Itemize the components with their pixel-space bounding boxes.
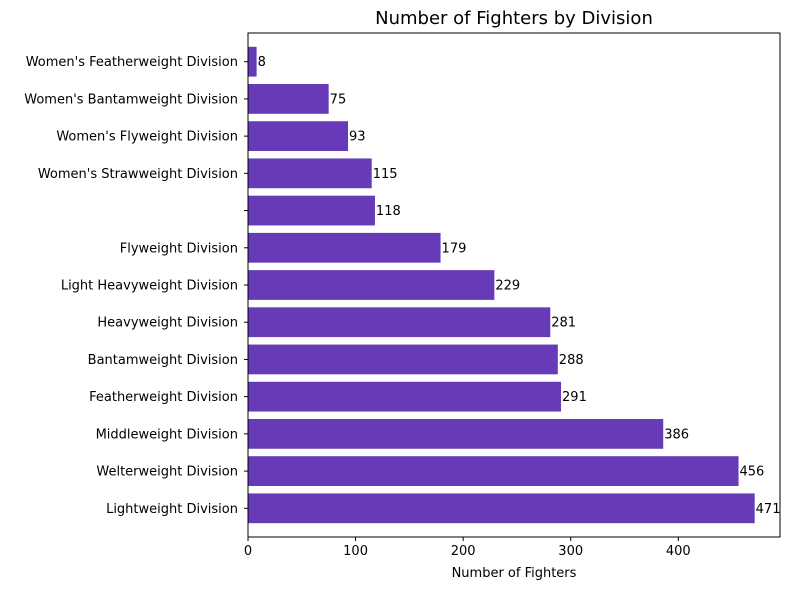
bar — [248, 307, 551, 338]
x-tick-label: 100 — [343, 544, 368, 559]
x-axis: 0 100 200 300 400 — [244, 537, 691, 559]
bars-group — [248, 46, 755, 524]
bar — [248, 456, 739, 486]
y-tick-label: Lightweight Division — [106, 502, 238, 517]
y-tick-label: Featherweight Division — [89, 390, 238, 405]
data-label: 179 — [442, 241, 467, 256]
bar — [248, 195, 375, 226]
data-label: 456 — [740, 465, 765, 480]
bar — [248, 418, 664, 449]
bar — [248, 270, 495, 300]
data-label: 8 — [258, 55, 266, 70]
y-tick-label: Welterweight Division — [96, 465, 238, 480]
data-label: 115 — [373, 167, 398, 182]
data-label: 386 — [664, 427, 689, 442]
data-label: 75 — [330, 92, 347, 107]
data-label: 229 — [495, 279, 520, 294]
y-tick-label: Women's Bantamweight Division — [24, 92, 238, 107]
bar — [248, 46, 257, 77]
data-label: 471 — [756, 502, 781, 517]
x-tick-label: 200 — [451, 544, 476, 559]
data-labels-group: 471 456 386 291 288 281 229 179 118 115 93 75 8 — [258, 55, 781, 517]
x-tick-label: 300 — [558, 544, 583, 559]
y-tick-label: Women's Strawweight Division — [38, 167, 238, 182]
x-axis-title: Number of Fighters — [452, 566, 577, 581]
x-tick-label: 0 — [244, 544, 252, 559]
bar — [248, 121, 349, 152]
plot-frame — [247, 32, 781, 538]
data-label: 291 — [562, 390, 587, 405]
data-label: 288 — [559, 353, 584, 368]
bar — [248, 232, 441, 263]
y-tick-label: Women's Flyweight Division — [56, 130, 238, 145]
x-tick-label: 400 — [666, 544, 691, 559]
bar — [248, 344, 558, 375]
y-tick-label: Bantamweight Division — [88, 353, 238, 368]
y-tick-label: Heavyweight Division — [97, 316, 238, 331]
data-label: 118 — [376, 204, 401, 219]
y-tick-label: Flyweight Division — [120, 241, 238, 256]
y-tick-label: Middleweight Division — [96, 427, 238, 442]
y-axis: Lightweight Division Welterweight Divisio… — [24, 55, 248, 517]
y-tick-label: Light Heavyweight Division — [61, 279, 238, 294]
data-label: 281 — [551, 316, 576, 331]
bar — [248, 158, 372, 189]
y-tick-label: Women's Featherweight Division — [26, 55, 238, 70]
data-label: 93 — [349, 130, 366, 145]
bar — [248, 84, 329, 114]
bar — [248, 493, 755, 524]
bar — [248, 381, 562, 412]
chart-title: Number of Fighters by Division — [375, 8, 653, 29]
